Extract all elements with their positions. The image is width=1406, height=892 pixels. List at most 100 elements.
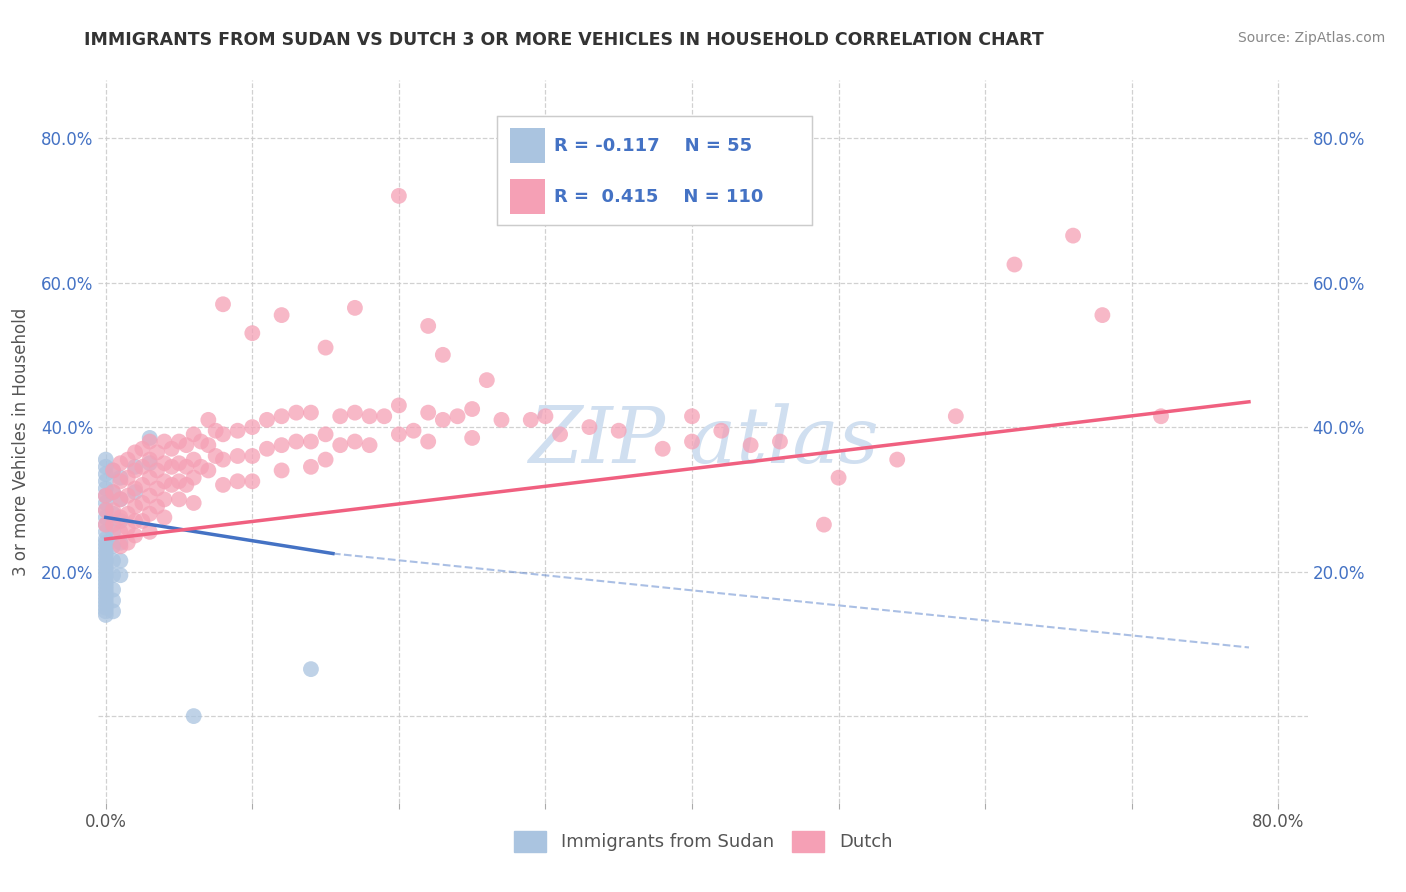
Point [94,600,117,615]
Point [94,517,117,532]
Point [197,463,219,477]
Point [1150,409,1173,424]
Point [101,604,124,618]
Point [94,565,117,579]
Point [212,452,235,467]
Legend: Immigrants from Sudan, Dutch: Immigrants from Sudan, Dutch [506,823,900,859]
Point [94,510,117,524]
Point [256,413,278,427]
Point [240,475,263,489]
Point [388,427,411,442]
Point [94,582,117,597]
Point [101,524,124,539]
Point [94,554,117,568]
Point [138,456,160,470]
Point [520,413,543,427]
Point [94,593,117,607]
Point [94,586,117,600]
Point [461,402,484,417]
Point [110,554,132,568]
Point [110,510,132,524]
Point [285,406,308,420]
Point [299,406,322,420]
Point [160,442,183,456]
Text: IMMIGRANTS FROM SUDAN VS DUTCH 3 OR MORE VEHICLES IN HOUSEHOLD CORRELATION CHART: IMMIGRANTS FROM SUDAN VS DUTCH 3 OR MORE… [84,31,1045,49]
Point [167,475,190,489]
Point [94,568,117,582]
Point [110,568,132,582]
Point [117,521,139,535]
Point [101,554,124,568]
Point [124,500,146,514]
Point [183,427,205,442]
Point [1062,228,1084,243]
Point [94,524,117,539]
Point [110,470,132,484]
Point [681,434,703,449]
Point [769,434,792,449]
Point [212,478,235,492]
Point [94,550,117,565]
Point [94,547,117,561]
Point [94,535,117,549]
Point [886,452,908,467]
Point [94,607,117,622]
Point [124,528,146,542]
Point [94,517,117,532]
Point [110,535,132,549]
Point [94,532,117,546]
Point [94,558,117,572]
Point [153,475,176,489]
Point [124,514,146,528]
Point [94,590,117,604]
Point [167,434,190,449]
Point [607,424,630,438]
Point [94,489,117,503]
Point [388,398,411,412]
Point [94,572,117,586]
Point [131,478,153,492]
Point [418,406,440,420]
Point [183,452,205,467]
Point [197,438,219,452]
Point [94,482,117,496]
Point [945,409,967,424]
Point [146,482,169,496]
Point [94,604,117,618]
Point [1004,258,1026,272]
Point [491,413,513,427]
Point [101,463,124,477]
Point [167,492,190,507]
Point [204,449,226,463]
Point [418,318,440,333]
Point [131,514,153,528]
Point [153,434,176,449]
Point [117,470,139,484]
Point [101,593,124,607]
Point [146,463,169,477]
Point [813,517,835,532]
Point [94,452,117,467]
Point [117,452,139,467]
Point [359,438,381,452]
Point [373,409,395,424]
Point [548,427,571,442]
Point [226,424,249,438]
Point [101,507,124,521]
Point [110,514,132,528]
Point [101,539,124,553]
Point [827,470,849,484]
Point [124,482,146,496]
Point [204,424,226,438]
Point [160,459,183,474]
Point [315,452,337,467]
Point [101,485,124,500]
Point [160,478,183,492]
Y-axis label: 3 or more Vehicles in Household: 3 or more Vehicles in Household [11,308,30,575]
Point [343,301,366,315]
Point [176,478,198,492]
Point [94,561,117,575]
Point [110,524,132,539]
Point [131,459,153,474]
Point [153,492,176,507]
